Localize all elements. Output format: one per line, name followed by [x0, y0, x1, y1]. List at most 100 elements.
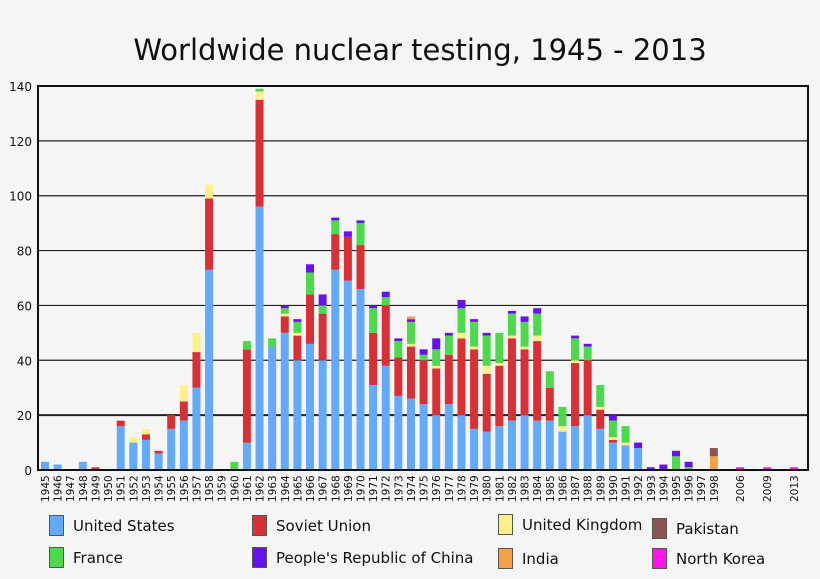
bar-people-s-republic-of-china-1973: [394, 338, 403, 342]
bar-united-states-1992: [634, 448, 643, 470]
bar-soviet-union-1962: [255, 99, 264, 207]
bar-north-korea-2009: [763, 467, 771, 470]
x-tick-label: 1988: [583, 475, 595, 502]
bar-soviet-union-1971: [369, 332, 378, 385]
bar-soviet-union-1979: [470, 349, 479, 429]
bar-india-1974: [406, 316, 415, 320]
legend-label: Pakistan: [676, 519, 739, 538]
bar-france-1961: [242, 341, 251, 350]
x-tick-label: 1984: [532, 475, 544, 502]
legend-item: United States: [49, 515, 175, 536]
bar-united-states-1963: [268, 346, 277, 470]
bar-soviet-union-1977: [444, 354, 453, 405]
bar-france-1988: [583, 346, 592, 361]
bar-united-kingdom-1979: [470, 346, 479, 350]
x-tick-label: 1971: [368, 475, 380, 502]
legend-item: France: [49, 547, 123, 568]
x-tick-label: 1995: [671, 475, 683, 502]
bar-pakistan-1998: [709, 448, 718, 457]
bar-united-states-1983: [520, 415, 529, 470]
bar-united-kingdom-1957: [192, 332, 201, 353]
legend-item: Pakistan: [652, 518, 739, 539]
bar-united-kingdom-1987: [571, 360, 580, 364]
bar-united-states-1987: [571, 426, 580, 470]
bar-united-kingdom-1964: [280, 313, 289, 317]
bar-soviet-union-1983: [520, 349, 529, 416]
bar-united-states-1980: [482, 431, 491, 470]
bar-people-s-republic-of-china-1971: [369, 305, 378, 309]
y-tick-label: 40: [17, 354, 32, 368]
bar-france-1974: [406, 321, 415, 344]
x-tick-label: 1954: [154, 475, 166, 502]
bar-united-kingdom-1974: [406, 343, 415, 347]
x-tick-label: 1960: [229, 475, 241, 502]
bar-soviet-union-1969: [343, 236, 352, 281]
bar-united-states-1969: [343, 280, 352, 470]
x-tick-label: 1958: [204, 475, 216, 502]
bar-soviet-union-1989: [596, 409, 605, 429]
x-tick-label: 1953: [141, 475, 153, 502]
bar-soviet-union-1954: [154, 450, 163, 454]
bar-united-kingdom-1978: [457, 332, 466, 339]
x-tick-label: 1991: [621, 475, 633, 502]
bar-united-kingdom-1989: [596, 406, 605, 410]
x-tick-label: 1957: [191, 475, 203, 502]
bar-united-states-1951: [116, 426, 125, 470]
bar-united-states-1985: [545, 420, 554, 470]
bar-soviet-union-1970: [356, 245, 365, 289]
bar-united-states-1982: [507, 420, 516, 470]
bar-soviet-union-1982: [507, 338, 516, 421]
bar-united-kingdom-1981: [495, 363, 504, 366]
y-tick-label: 60: [17, 299, 32, 313]
bar-united-states-1962: [255, 206, 264, 470]
x-tick-label: 1955: [166, 475, 178, 502]
legend-item: United Kingdom: [498, 514, 642, 535]
bar-france-1980: [482, 335, 491, 366]
x-tick-label: 1961: [242, 475, 254, 502]
bar-people-s-republic-of-china-1972: [381, 291, 390, 298]
x-tick-label: 1976: [431, 475, 443, 502]
bar-united-states-1990: [608, 442, 617, 470]
bar-united-states-1975: [419, 404, 428, 470]
bar-france-1964: [280, 308, 289, 314]
x-tick-label: 1959: [217, 475, 229, 502]
legend-item: India: [498, 548, 559, 569]
bar-people-s-republic-of-china-1984: [533, 308, 542, 314]
bar-united-states-1953: [141, 439, 150, 470]
bar-soviet-union-1957: [192, 352, 201, 388]
bar-people-s-republic-of-china-1987: [571, 335, 580, 339]
bar-people-s-republic-of-china-1977: [444, 332, 453, 336]
bar-people-s-republic-of-china-1975: [419, 349, 428, 355]
bar-soviet-union-1975: [419, 360, 428, 405]
bar-soviet-union-1990: [608, 439, 617, 443]
bar-united-states-1956: [179, 420, 188, 470]
bar-north-korea-2013: [790, 467, 798, 470]
bar-soviet-union-1972: [381, 305, 390, 366]
bar-france-1967: [318, 305, 327, 314]
bar-united-states-1972: [381, 365, 390, 470]
x-tick-label: 1949: [90, 475, 102, 502]
bar-people-s-republic-of-china-1968: [331, 217, 340, 221]
bar-united-kingdom-1980: [482, 365, 491, 374]
x-tick-label: 1969: [343, 475, 355, 502]
x-tick-label: 1983: [520, 475, 532, 502]
x-tick-label: 2006: [735, 475, 747, 502]
legend-label: People's Republic of China: [276, 548, 474, 567]
legend-label: United Kingdom: [522, 515, 643, 534]
bar-france-1965: [293, 321, 302, 333]
x-tick-label: 1964: [280, 475, 292, 502]
x-tick-label: 1978: [456, 475, 468, 502]
x-tick-label: 1990: [608, 475, 620, 502]
bar-north-korea-2006: [736, 467, 744, 470]
bar-united-kingdom-1965: [293, 332, 302, 336]
bar-united-states-1991: [621, 445, 630, 470]
legend-label: Soviet Union: [276, 516, 371, 535]
y-tick-label: 0: [24, 464, 32, 478]
bar-united-states-1967: [318, 360, 327, 470]
x-tick-label: 1968: [330, 475, 342, 502]
x-tick-label: 1997: [696, 475, 708, 502]
bar-france-1973: [394, 341, 403, 358]
x-tick-label: 1947: [65, 475, 77, 502]
bar-soviet-union-1955: [167, 415, 176, 429]
x-tick-label: 1970: [356, 475, 368, 502]
